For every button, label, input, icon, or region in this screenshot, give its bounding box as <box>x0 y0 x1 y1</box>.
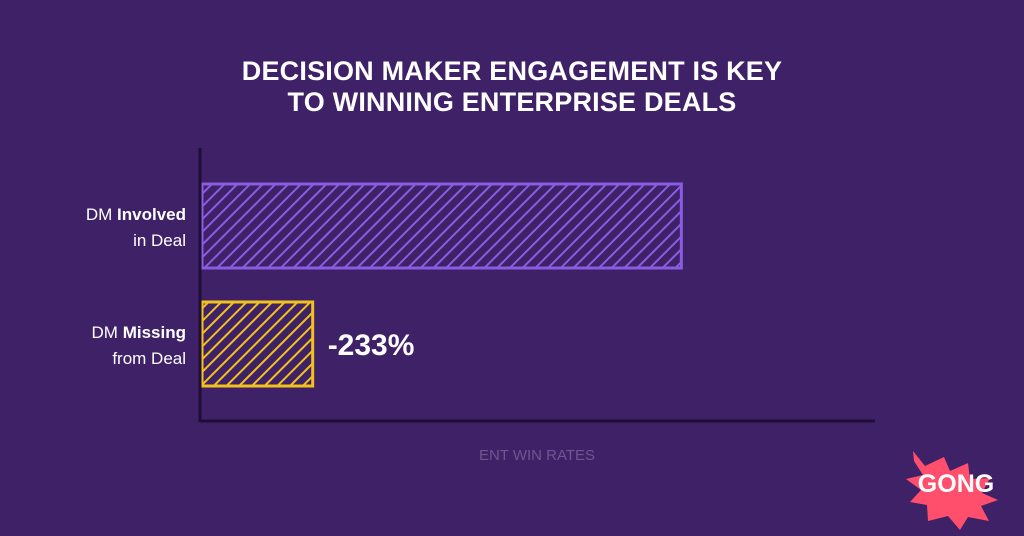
category-label-missing-line2: from Deal <box>112 349 186 368</box>
data-label-missing: -233% <box>328 329 415 362</box>
category-label-missing-line1: DM Missing <box>92 323 186 342</box>
bar-involved <box>200 182 683 270</box>
logo-text: GONG <box>918 470 994 498</box>
bars-layer: DM Involved in Deal DM Missing from Deal -23… <box>86 182 683 388</box>
logo-burst-shape <box>906 451 998 530</box>
x-axis-label: ENT WIN RATES <box>479 447 595 464</box>
chart-title-line-1: DECISION MAKER ENGAGEMENT IS KEY <box>242 56 782 86</box>
gong-logo: GONG <box>906 451 998 530</box>
bar-missing <box>200 300 315 388</box>
category-label-involved-line1: DM Involved <box>86 205 186 224</box>
chart-title-line-2: TO WINNING ENTERPRISE DEALS <box>288 87 737 117</box>
category-label-involved-line2: in Deal <box>133 231 186 250</box>
